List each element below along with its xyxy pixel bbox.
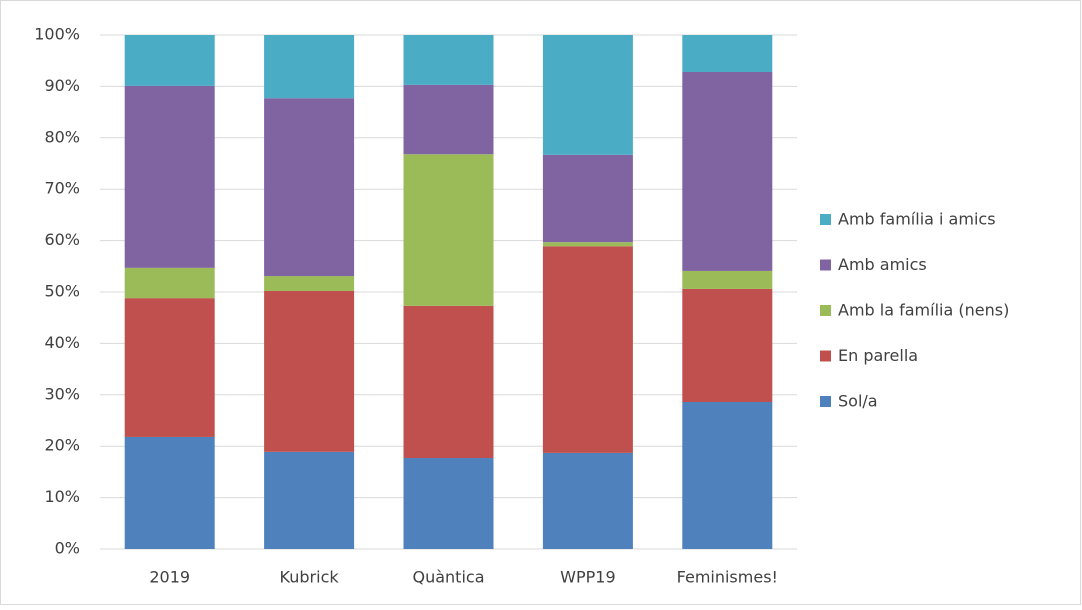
bar-segment (403, 458, 494, 549)
bar-segment (542, 154, 633, 243)
bar-segment (542, 242, 633, 247)
legend-label: Amb amics (838, 255, 927, 274)
bar-segment (403, 305, 494, 459)
legend-swatch (820, 396, 831, 407)
bar-segment (264, 35, 355, 99)
bar-segment (264, 98, 355, 277)
legend-swatch (820, 350, 831, 362)
bar-segment (264, 276, 355, 291)
y-tick-label: 100% (34, 25, 80, 44)
x-tick-label: 2019 (149, 568, 190, 587)
bar-segment (124, 267, 215, 299)
bar-segment (682, 288, 773, 402)
y-tick-label: 50% (44, 282, 80, 301)
bar-segment (682, 72, 773, 271)
y-tick-label: 70% (44, 179, 80, 198)
x-tick-label: Kubrick (280, 568, 340, 587)
y-tick-label: 20% (44, 436, 80, 455)
y-tick-label: 10% (44, 487, 80, 506)
y-tick-label: 80% (44, 127, 80, 146)
legend-swatch (820, 305, 831, 316)
legend-label: Amb família i amics (838, 210, 996, 229)
bar-segment (682, 270, 773, 289)
bar-segment (124, 85, 215, 268)
bar-segment (682, 401, 773, 549)
legend-swatch (820, 259, 831, 271)
legend-label: Sol/a (838, 392, 878, 411)
y-tick-label: 90% (44, 76, 80, 95)
bar-segment (124, 35, 215, 86)
x-tick-label: Feminismes! (677, 568, 778, 587)
y-tick-label: 30% (44, 384, 80, 403)
y-tick-label: 60% (44, 230, 80, 249)
bar-segment (542, 452, 633, 549)
x-tick-label: WPP19 (560, 568, 615, 587)
bar-segment (542, 246, 633, 453)
legend-swatch (820, 214, 831, 225)
bar-segment (682, 35, 773, 73)
bar-segment (542, 35, 633, 155)
bar-segment (124, 436, 215, 549)
x-tick-label: Quàntica (413, 568, 485, 587)
bar-segment (264, 451, 355, 549)
bar-segment (403, 84, 494, 155)
bar-segment (124, 298, 215, 437)
y-tick-label: 40% (44, 333, 80, 352)
y-tick-label: 0% (55, 539, 80, 558)
bar-segment (403, 154, 494, 306)
legend-label: Amb la família (nens) (838, 301, 1009, 320)
bar-segment (264, 290, 355, 452)
legend-label: En parella (838, 346, 918, 365)
bar-segment (403, 35, 494, 85)
